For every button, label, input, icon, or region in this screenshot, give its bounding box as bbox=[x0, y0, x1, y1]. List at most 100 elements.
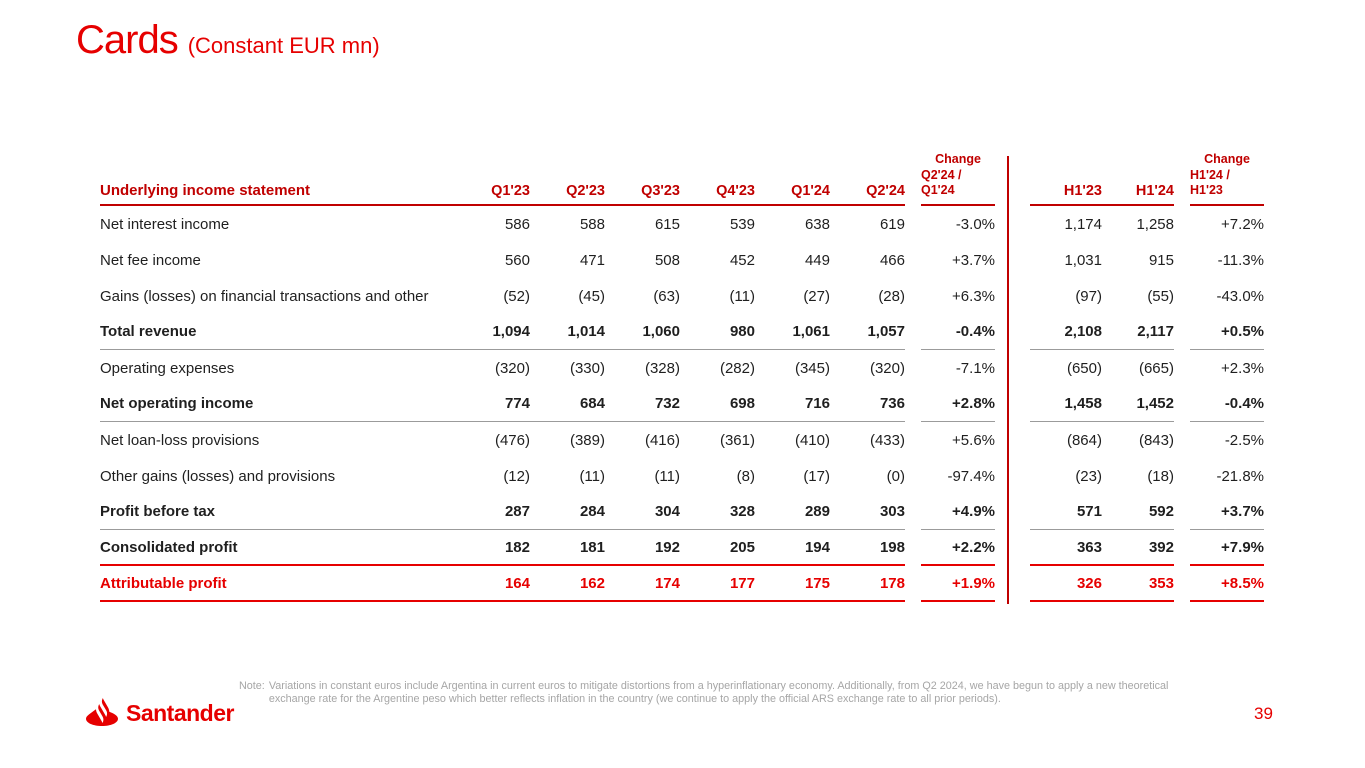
change-periods: H1'24 / H1'23 bbox=[1190, 167, 1230, 198]
cell-quarter-value: 684 bbox=[579, 395, 605, 412]
cell-half-value: (650) bbox=[1066, 359, 1102, 377]
cell-quarter-value: 732 bbox=[654, 395, 680, 412]
column-header-q1-24: Q1'24 bbox=[791, 183, 830, 199]
cell-quarter-value: (320) bbox=[869, 359, 905, 377]
cell-quarter-value: (476) bbox=[494, 431, 530, 449]
table-divider bbox=[1007, 156, 1009, 604]
cell-quarter-value: 181 bbox=[579, 538, 605, 556]
cell-change-quarter: +4.9% bbox=[952, 503, 995, 520]
cell-quarter-value: (320) bbox=[494, 359, 530, 377]
cell-change-quarter: +1.9% bbox=[952, 574, 995, 592]
change-label: Change bbox=[935, 152, 981, 167]
footnote-prefix: Note: bbox=[239, 680, 265, 692]
cell-change-quarter: -0.4% bbox=[955, 323, 995, 340]
column-header-h1-23: H1'23 bbox=[1063, 183, 1102, 199]
santander-logo: Santander bbox=[84, 698, 234, 728]
table-header-row: Underlying income statement Q1'23 Q2'23 … bbox=[100, 152, 1264, 206]
column-header-change-half: Change H1'24 / H1'23 bbox=[1190, 152, 1264, 204]
income-statement-table: Underlying income statement Q1'23 Q2'23 … bbox=[100, 152, 1264, 604]
cell-quarter-value: 198 bbox=[879, 538, 905, 556]
title-text: Cards bbox=[76, 18, 179, 62]
cell-quarter-value: 586 bbox=[504, 215, 530, 233]
title-units: (Constant EUR mn) bbox=[187, 33, 380, 58]
cell-quarter-value: 1,061 bbox=[792, 323, 830, 340]
cell-quarter-value: (410) bbox=[794, 431, 830, 449]
table-body: Net interest income 586 588 615 539 638 619 -3.… bbox=[100, 206, 1264, 602]
cell-quarter-value: (345) bbox=[794, 359, 830, 377]
cell-quarter-value: (52) bbox=[503, 287, 530, 305]
cell-change-quarter: +2.2% bbox=[952, 538, 995, 556]
cell-quarter-value: 638 bbox=[804, 215, 830, 233]
cell-change-half: -2.5% bbox=[1224, 431, 1264, 449]
cell-quarter-value: 539 bbox=[729, 215, 755, 233]
cell-quarter-value: (28) bbox=[878, 287, 905, 305]
footnote: Note: Variations in constant euros inclu… bbox=[239, 680, 1192, 707]
cell-quarter-value: 452 bbox=[729, 251, 755, 269]
cell-half-value: 571 bbox=[1076, 503, 1102, 520]
cell-half-value: 1,031 bbox=[1064, 251, 1102, 269]
cell-quarter-value: 698 bbox=[729, 395, 755, 412]
cell-quarter-value: 328 bbox=[729, 503, 755, 520]
cell-half-value: 592 bbox=[1148, 503, 1174, 520]
cell-quarter-value: 192 bbox=[654, 538, 680, 556]
cell-quarter-value: (11) bbox=[654, 467, 680, 485]
cell-change-quarter: +6.3% bbox=[952, 287, 995, 305]
cell-half-value: 392 bbox=[1148, 538, 1174, 556]
row-label: Gains (losses) on financial transactions… bbox=[100, 287, 429, 305]
cell-half-value: (23) bbox=[1075, 467, 1102, 485]
footnote-text: Variations in constant euros include Arg… bbox=[268, 680, 1169, 706]
column-header-h1-24: H1'24 bbox=[1135, 183, 1174, 199]
cell-quarter-value: 178 bbox=[879, 574, 905, 592]
row-label: Net fee income bbox=[100, 251, 201, 269]
change-label: Change bbox=[1204, 152, 1250, 167]
table-row: Net fee income 560 471 508 452 449 466 +3.7% 1,0… bbox=[100, 242, 1264, 278]
cell-quarter-value: (416) bbox=[644, 431, 680, 449]
cell-quarter-value: 304 bbox=[654, 503, 680, 520]
cell-quarter-value: 716 bbox=[804, 395, 830, 412]
cell-change-quarter: +5.6% bbox=[952, 431, 995, 449]
row-label: Operating expenses bbox=[100, 359, 235, 377]
cell-quarter-value: 736 bbox=[879, 395, 905, 412]
cell-quarter-value: 1,014 bbox=[567, 323, 605, 340]
cell-quarter-value: 162 bbox=[579, 574, 605, 592]
cell-half-value: (55) bbox=[1147, 287, 1174, 305]
page-number: 39 bbox=[1254, 704, 1273, 723]
cell-change-quarter: +2.8% bbox=[952, 395, 995, 412]
cell-quarter-value: 303 bbox=[879, 503, 905, 520]
cell-quarter-value: 164 bbox=[504, 574, 530, 592]
cell-quarter-value: (8) bbox=[736, 467, 755, 485]
cell-half-value: 326 bbox=[1076, 574, 1102, 592]
cell-change-quarter: -97.4% bbox=[947, 467, 995, 485]
table-row: Gains (losses) on financial transactions… bbox=[100, 278, 1264, 314]
cell-half-value: (665) bbox=[1138, 359, 1174, 377]
cell-quarter-value: (361) bbox=[719, 431, 755, 449]
cell-quarter-value: 174 bbox=[654, 574, 680, 592]
cell-quarter-value: 560 bbox=[504, 251, 530, 269]
cell-quarter-value: (0) bbox=[886, 467, 905, 485]
row-label: Net interest income bbox=[100, 215, 230, 233]
table-row: Operating expenses (320) (330) (328) (282) (3… bbox=[100, 350, 1264, 386]
cell-half-value: 363 bbox=[1076, 538, 1102, 556]
cell-half-value: 1,458 bbox=[1064, 395, 1102, 412]
cell-half-value: (97) bbox=[1075, 287, 1102, 305]
column-header-q1-23: Q1'23 bbox=[491, 183, 530, 199]
cell-half-value: (864) bbox=[1066, 431, 1102, 449]
column-header-q2-23: Q2'23 bbox=[566, 183, 605, 199]
cell-quarter-value: 980 bbox=[729, 323, 755, 340]
cell-half-value: (18) bbox=[1147, 467, 1174, 485]
cell-quarter-value: 287 bbox=[504, 503, 530, 520]
cell-quarter-value: (45) bbox=[578, 287, 605, 305]
cell-quarter-value: (17) bbox=[803, 467, 830, 485]
row-label: Total revenue bbox=[100, 323, 197, 340]
cell-change-quarter: -3.0% bbox=[955, 215, 995, 233]
cell-change-half: +8.5% bbox=[1221, 574, 1264, 592]
cell-quarter-value: (330) bbox=[569, 359, 605, 377]
column-header-label: Underlying income statement bbox=[100, 182, 311, 199]
cell-change-quarter: +3.7% bbox=[952, 251, 995, 269]
column-header-q4-23: Q4'23 bbox=[716, 183, 755, 199]
cell-quarter-value: (11) bbox=[579, 467, 605, 485]
table-row: Consolidated profit 182 181 192 205 194 198 +2.… bbox=[100, 530, 1264, 566]
table-row: Profit before tax 287 284 304 328 289 303 +4.9%… bbox=[100, 494, 1264, 530]
column-header-q2-24: Q2'24 bbox=[866, 183, 905, 199]
